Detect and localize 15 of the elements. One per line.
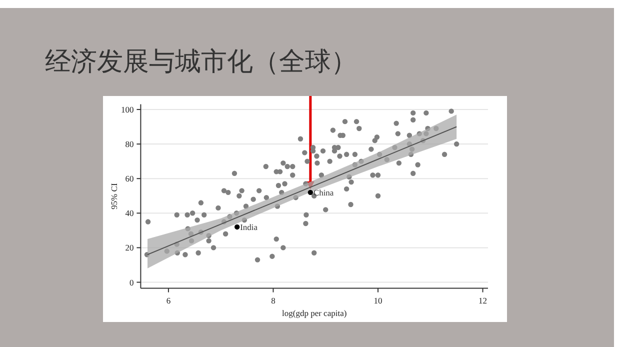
ytick: 60 [125,174,134,184]
xtick: 12 [478,295,487,306]
xtick: 10 [374,295,382,306]
series-label: India [240,222,258,232]
ylabel: 95% CI [109,183,119,210]
ytick: 40 [125,208,134,218]
ytick: 80 [125,139,134,150]
xlabel: log(gdp per capita) [282,308,347,318]
xtick: 6 [166,295,171,306]
ytick: 20 [125,242,134,253]
ytick: 100 [120,104,134,114]
ytick: 0 [129,277,134,288]
xtick: 8 [271,295,276,306]
title: 经济发展与城市化（全球） [45,47,357,77]
series-label: China [313,187,334,198]
